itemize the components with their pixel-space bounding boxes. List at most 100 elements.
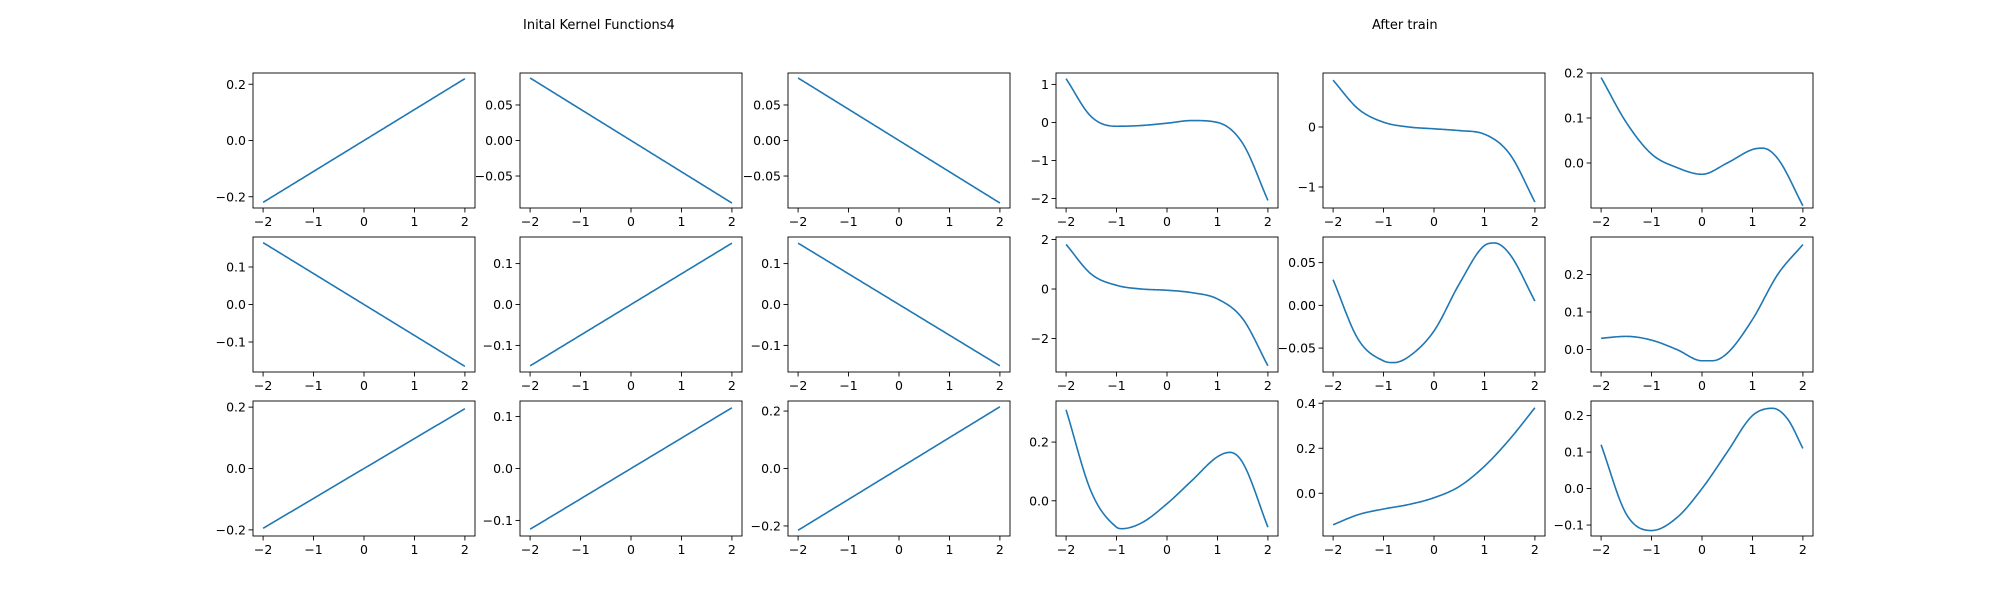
x-tick-label: −1 [1107, 214, 1125, 229]
x-tick-label: 2 [996, 214, 1004, 229]
x-tick-label: 2 [1264, 214, 1272, 229]
x-tick-label: 1 [1480, 214, 1488, 229]
x-tick-label: −2 [254, 214, 272, 229]
y-tick-label: 0.00 [485, 133, 513, 148]
x-tick-label: 2 [1799, 542, 1807, 557]
x-tick-label: −2 [1057, 214, 1075, 229]
axes-frame [1590, 400, 1814, 537]
y-tick-label: 0.05 [753, 97, 781, 112]
y-tick-label: 0.1 [493, 409, 513, 424]
y-tick-label: 0.4 [1296, 396, 1316, 411]
y-tick-label: 0.1 [493, 256, 513, 271]
x-tick-label: −1 [1642, 542, 1660, 557]
y-tick-label: 0.0 [1029, 493, 1049, 508]
series-line [262, 407, 466, 530]
x-tick-label: 0 [360, 542, 368, 557]
x-tick-label: 0 [1698, 378, 1706, 393]
x-tick-label: 0 [627, 214, 635, 229]
y-tick-label: 0.1 [1564, 445, 1584, 460]
axes-frame [1055, 72, 1279, 209]
x-tick-label: 1 [1480, 378, 1488, 393]
y-tick-label: 0 [1041, 115, 1049, 130]
y-tick-label: −2 [1031, 191, 1049, 206]
x-tick-label: 2 [996, 378, 1004, 393]
x-tick-label: 1 [1480, 542, 1488, 557]
y-tick-label: 0.0 [1564, 156, 1584, 171]
x-tick-label: 1 [677, 214, 685, 229]
axes-frame [1055, 236, 1279, 373]
x-tick-label: 2 [728, 542, 736, 557]
subplot-r3-c5: −2 −1 0 1 2 0.0 0.2 0.4 [1296, 396, 1546, 557]
x-tick-label: 0 [895, 214, 903, 229]
x-tick-label: 2 [461, 542, 469, 557]
y-tick-label: 0 [1041, 282, 1049, 297]
series-line [1332, 242, 1536, 364]
series-line [529, 407, 733, 530]
x-tick-label: 0 [1163, 214, 1171, 229]
x-tick-label: −2 [1324, 214, 1342, 229]
x-tick-label: −1 [304, 214, 322, 229]
x-tick-label: 2 [1531, 378, 1539, 393]
x-tick-label: 1 [1213, 542, 1221, 557]
x-tick-label: 1 [677, 542, 685, 557]
series-line [1601, 243, 1804, 362]
series-line [1332, 407, 1536, 526]
y-tick-label: 0.0 [493, 297, 513, 312]
y-tick-label: 0.1 [1564, 305, 1584, 320]
x-tick-label: −1 [304, 542, 322, 557]
subplot-r1-c4: −2 −1 0 1 2 −2 −1 0 1 [1031, 72, 1279, 229]
x-tick-label: −1 [571, 378, 589, 393]
x-tick-label: −1 [571, 214, 589, 229]
y-tick-label: 0.05 [485, 97, 513, 112]
x-tick-label: 1 [945, 378, 953, 393]
subplot-r3-c3: −2 −1 0 1 2 −0.2 0.0 0.2 [751, 400, 1011, 557]
y-tick-label: 0.05 [1288, 255, 1316, 270]
x-tick-label: −1 [839, 214, 857, 229]
x-tick-label: 0 [1698, 542, 1706, 557]
x-tick-label: −1 [1374, 378, 1392, 393]
x-tick-label: 0 [1430, 542, 1438, 557]
subplot-r3-c4: −2 −1 0 1 2 0.0 0.2 [1029, 400, 1279, 557]
figure-title-right: After train [1372, 18, 1438, 33]
y-tick-label: −0.2 [216, 522, 246, 537]
y-tick-label: −0.1 [216, 335, 246, 350]
y-tick-label: 0.0 [1296, 486, 1316, 501]
x-tick-label: 1 [1213, 214, 1221, 229]
x-tick-label: 1 [1213, 378, 1221, 393]
series-line [529, 242, 733, 367]
axes-frame [1055, 400, 1279, 537]
y-tick-label: 0.2 [1564, 66, 1584, 81]
x-tick-label: 2 [1264, 378, 1272, 393]
x-tick-label: 2 [1531, 214, 1539, 229]
x-tick-label: 2 [728, 378, 736, 393]
x-tick-label: 2 [1799, 214, 1807, 229]
x-tick-label: −2 [1324, 378, 1342, 393]
y-tick-label: 0.2 [226, 400, 246, 415]
series-line [1332, 79, 1536, 203]
x-tick-label: −2 [521, 214, 539, 229]
subplot-r1-c2: −2 −1 0 1 2 −0.05 0.00 0.05 [475, 72, 743, 229]
x-tick-label: −2 [1592, 542, 1610, 557]
subplot-r3-c2: −2 −1 0 1 2 −0.1 0.0 0.1 [483, 400, 743, 557]
x-tick-label: −1 [839, 378, 857, 393]
x-tick-label: 0 [895, 542, 903, 557]
axes-frame [1322, 72, 1546, 209]
x-tick-label: 2 [1799, 378, 1807, 393]
x-tick-label: −2 [789, 378, 807, 393]
y-tick-label: 0.1 [1564, 111, 1584, 126]
y-tick-label: 0.2 [1564, 267, 1584, 282]
y-tick-label: 0.0 [1564, 481, 1584, 496]
y-tick-label: 2 [1041, 232, 1049, 247]
subplot-r2-c6: −2 −1 0 1 2 0.0 0.1 0.2 [1564, 236, 1814, 393]
y-tick-label: 0.0 [226, 461, 246, 476]
y-tick-label: −1 [1031, 153, 1049, 168]
x-tick-label: −2 [1324, 542, 1342, 557]
y-tick-label: 0.0 [761, 461, 781, 476]
x-tick-label: −1 [1374, 542, 1392, 557]
x-tick-label: 2 [996, 542, 1004, 557]
x-tick-label: −1 [839, 542, 857, 557]
axes-frame [1590, 236, 1814, 373]
y-tick-label: −0.1 [1554, 518, 1584, 533]
series-line [1600, 407, 1804, 532]
subplot-r1-c6: −2 −1 0 1 2 0.0 0.1 0.2 [1564, 66, 1814, 229]
